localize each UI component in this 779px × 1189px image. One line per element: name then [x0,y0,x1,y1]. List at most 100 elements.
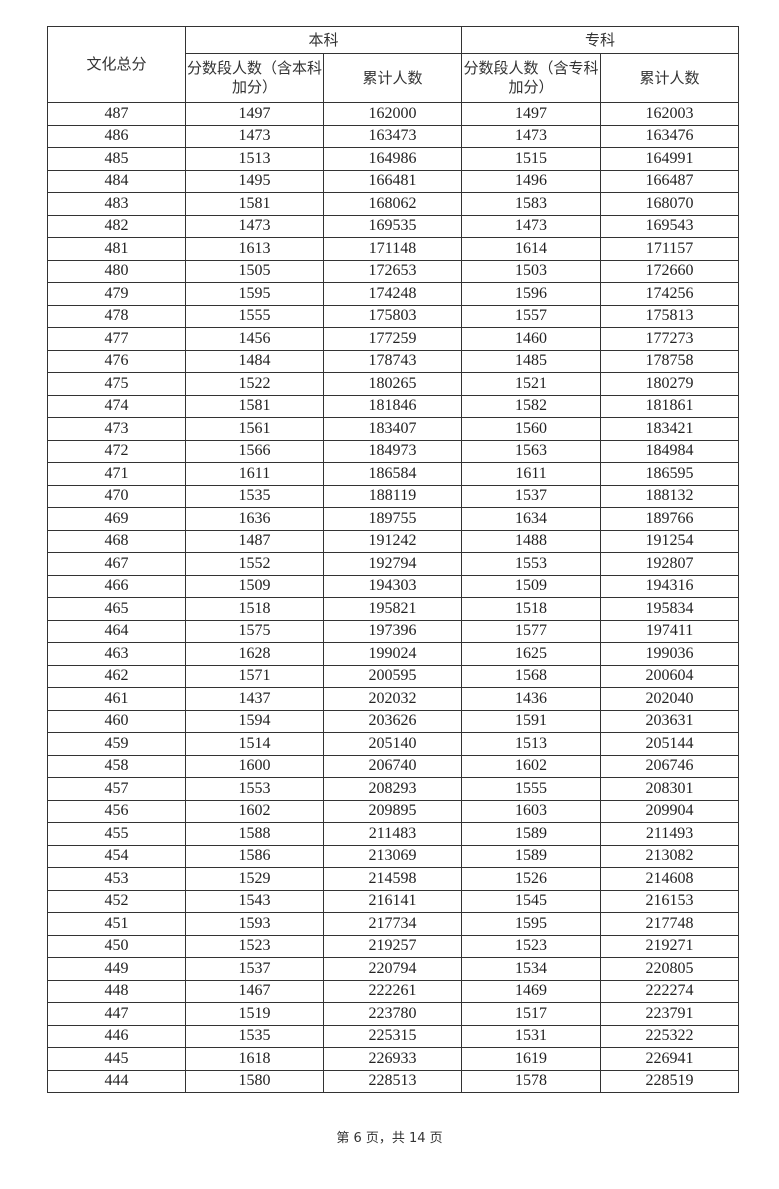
cell-zhuanke-cumulative: 222274 [600,979,740,1003]
cell-benke-cumulative: 191242 [322,529,463,553]
table-row: 446 1535 225315 1531 225322 [47,1024,740,1048]
cell-score: 444 [47,1069,186,1093]
cell-score: 471 [47,462,186,486]
cell-score: 472 [47,439,186,463]
cell-zhuanke-count: 1503 [461,259,602,283]
table-row: 474 1581 181846 1582 181861 [47,394,740,418]
cell-benke-count: 1505 [185,259,324,283]
cell-zhuanke-count: 1634 [461,507,602,531]
cell-benke-cumulative: 164986 [322,147,463,171]
cell-zhuanke-count: 1473 [461,124,602,148]
table-row: 468 1487 191242 1488 191254 [47,529,740,553]
cell-benke-cumulative: 177259 [322,327,463,351]
table-row: 470 1535 188119 1537 188132 [47,484,740,508]
cell-zhuanke-count: 1560 [461,417,602,441]
cell-score: 452 [47,889,186,913]
table-row: 481 1613 171148 1614 171157 [47,237,740,261]
cell-benke-count: 1543 [185,889,324,913]
cell-benke-count: 1588 [185,822,324,846]
cell-benke-count: 1553 [185,777,324,801]
cell-benke-cumulative: 214598 [322,867,463,891]
cell-zhuanke-count: 1578 [461,1069,602,1093]
cell-score: 475 [47,372,186,396]
cell-benke-count: 1519 [185,1002,324,1026]
cell-score: 474 [47,394,186,418]
cell-score: 469 [47,507,186,531]
cell-zhuanke-cumulative: 177273 [600,327,740,351]
table-body: 487 1497 162000 1497 162003 486 1473 163473 1473… [47,102,740,1093]
cell-score: 450 [47,934,186,958]
cell-zhuanke-count: 1537 [461,484,602,508]
table-row: 453 1529 214598 1526 214608 [47,867,740,891]
cell-benke-cumulative: 192794 [322,552,463,576]
cell-benke-cumulative: 168062 [322,192,463,216]
cell-zhuanke-cumulative: 223791 [600,1002,740,1026]
cell-benke-cumulative: 200595 [322,664,463,688]
cell-score: 454 [47,844,186,868]
header-score: 文化总分 [47,26,186,103]
cell-benke-count: 1636 [185,507,324,531]
cell-benke-count: 1497 [185,102,324,126]
cell-benke-cumulative: 205140 [322,732,463,756]
cell-zhuanke-cumulative: 199036 [600,642,740,666]
cell-zhuanke-count: 1589 [461,822,602,846]
cell-benke-cumulative: 225315 [322,1024,463,1048]
cell-benke-count: 1595 [185,282,324,306]
cell-zhuanke-cumulative: 192807 [600,552,740,576]
table-row: 461 1437 202032 1436 202040 [47,687,740,711]
cell-score: 468 [47,529,186,553]
table-row: 458 1600 206740 1602 206746 [47,754,740,778]
cell-zhuanke-count: 1614 [461,237,602,261]
cell-benke-count: 1566 [185,439,324,463]
cell-zhuanke-cumulative: 205144 [600,732,740,756]
cell-zhuanke-cumulative: 181861 [600,394,740,418]
cell-score: 463 [47,642,186,666]
cell-zhuanke-count: 1553 [461,552,602,576]
table-row: 469 1636 189755 1634 189766 [47,507,740,531]
cell-zhuanke-count: 1595 [461,912,602,936]
cell-zhuanke-count: 1518 [461,597,602,621]
cell-score: 482 [47,214,186,238]
cell-benke-cumulative: 172653 [322,259,463,283]
cell-benke-cumulative: 208293 [322,777,463,801]
header-benke-count: 分数段人数（含本科加分） [185,53,324,103]
cell-zhuanke-count: 1589 [461,844,602,868]
cell-benke-cumulative: 189755 [322,507,463,531]
cell-zhuanke-cumulative: 195834 [600,597,740,621]
table-row: 467 1552 192794 1553 192807 [47,552,740,576]
cell-benke-cumulative: 174248 [322,282,463,306]
cell-benke-cumulative: 219257 [322,934,463,958]
cell-benke-count: 1613 [185,237,324,261]
cell-zhuanke-cumulative: 163476 [600,124,740,148]
cell-score: 445 [47,1047,186,1071]
cell-benke-count: 1535 [185,484,324,508]
cell-zhuanke-cumulative: 216153 [600,889,740,913]
cell-benke-cumulative: 180265 [322,372,463,396]
cell-benke-count: 1581 [185,192,324,216]
cell-score: 457 [47,777,186,801]
table-row: 478 1555 175803 1557 175813 [47,304,740,328]
cell-zhuanke-count: 1545 [461,889,602,913]
cell-benke-count: 1561 [185,417,324,441]
cell-zhuanke-count: 1577 [461,619,602,643]
cell-benke-count: 1628 [185,642,324,666]
cell-zhuanke-count: 1625 [461,642,602,666]
cell-benke-count: 1611 [185,462,324,486]
cell-score: 484 [47,169,186,193]
cell-zhuanke-cumulative: 183421 [600,417,740,441]
header-zhuanke-count: 分数段人数（含专科加分） [461,53,602,103]
table-row: 483 1581 168062 1583 168070 [47,192,740,216]
cell-zhuanke-count: 1531 [461,1024,602,1048]
cell-zhuanke-count: 1513 [461,732,602,756]
table-row: 486 1473 163473 1473 163476 [47,124,740,148]
cell-zhuanke-count: 1436 [461,687,602,711]
cell-zhuanke-cumulative: 194316 [600,574,740,598]
cell-zhuanke-count: 1591 [461,709,602,733]
cell-zhuanke-count: 1602 [461,754,602,778]
header-group-zhuanke: 专科 [461,26,740,54]
cell-zhuanke-count: 1582 [461,394,602,418]
cell-zhuanke-cumulative: 197411 [600,619,740,643]
cell-score: 479 [47,282,186,306]
cell-zhuanke-count: 1603 [461,799,602,823]
cell-benke-count: 1487 [185,529,324,553]
